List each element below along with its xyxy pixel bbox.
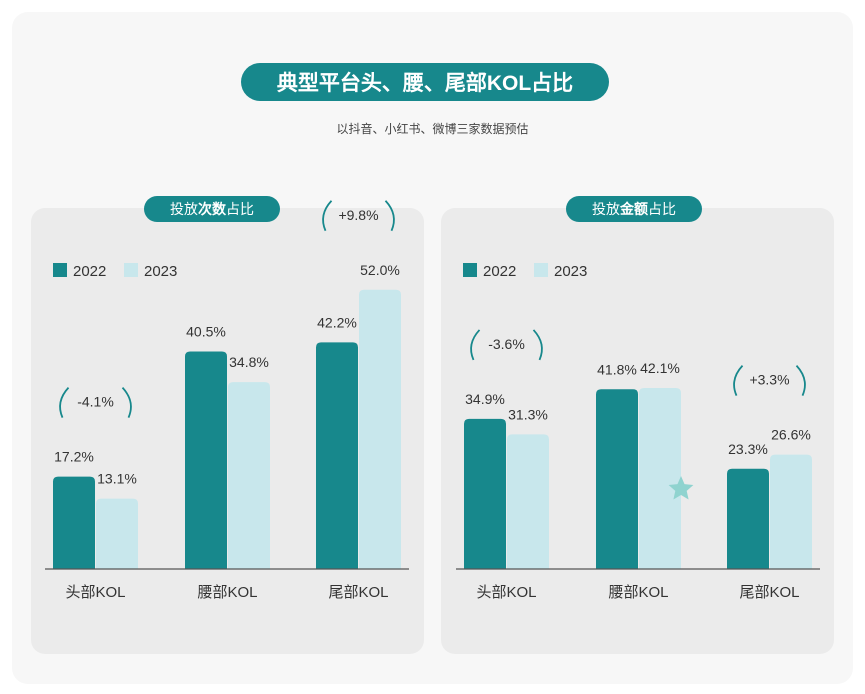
change-label-2: +9.8% xyxy=(338,207,378,223)
bar-2022-0 xyxy=(464,418,506,569)
change-bracket-right-2 xyxy=(384,200,395,232)
panel-title-amount-pre: 投放 xyxy=(592,201,620,217)
bar-2023-1 xyxy=(228,382,270,569)
value-label-2022-2: 42.2% xyxy=(317,314,357,330)
change-bracket-left-0 xyxy=(470,329,481,361)
change-bracket-right-0 xyxy=(121,387,132,418)
change-label-2: +3.3% xyxy=(749,372,789,388)
change-bracket-right-2 xyxy=(795,365,806,396)
change-bracket-left-2 xyxy=(733,365,744,396)
star-icon xyxy=(668,476,694,500)
panel-title-count-pre: 投放 xyxy=(170,201,198,217)
value-label-2022-0: 17.2% xyxy=(54,449,94,465)
bar-2022-0 xyxy=(53,476,95,569)
panel-title-count-post: 占比 xyxy=(226,201,254,217)
bar-2023-1 xyxy=(639,387,681,569)
value-label-2022-1: 40.5% xyxy=(186,324,226,340)
bar-2022-2 xyxy=(727,468,769,569)
value-label-2023-1: 42.1% xyxy=(640,360,680,376)
value-label-2023-0: 13.1% xyxy=(97,471,137,487)
bar-2022-2 xyxy=(316,342,358,569)
category-label-0: 头部KOL xyxy=(476,584,536,601)
value-label-2022-1: 41.8% xyxy=(597,361,637,377)
panel-title-amount-post: 占比 xyxy=(648,201,676,217)
category-label-0: 头部KOL xyxy=(65,584,125,601)
bar-2023-2 xyxy=(770,454,812,569)
change-bracket-left-2 xyxy=(322,200,333,232)
legend-swatch-2022 xyxy=(53,263,67,277)
change-label-0: -4.1% xyxy=(77,394,114,410)
value-label-2022-0: 34.9% xyxy=(465,391,505,407)
bar-2023-0 xyxy=(96,498,138,569)
legend-label-2023: 2023 xyxy=(144,263,177,280)
page-subtitle: 以抖音、小红书、微博三家数据预估 xyxy=(336,122,529,136)
category-label-1: 腰部KOL xyxy=(197,584,257,601)
change-bracket-right-0 xyxy=(532,329,543,361)
category-label-2: 尾部KOL xyxy=(328,584,388,601)
chart-panel-count xyxy=(31,208,424,654)
value-label-2023-0: 31.3% xyxy=(508,406,548,422)
value-label-2023-2: 52.0% xyxy=(360,262,400,278)
value-label-2023-1: 34.8% xyxy=(229,354,269,370)
legend-label-2023: 2023 xyxy=(554,263,587,280)
legend-swatch-2023 xyxy=(124,263,138,277)
bar-2023-2 xyxy=(359,289,401,569)
value-label-2023-2: 26.6% xyxy=(771,427,811,443)
change-bracket-left-0 xyxy=(59,387,70,418)
bar-2022-1 xyxy=(596,389,638,569)
legend-swatch-2022 xyxy=(463,263,477,277)
page-title: 典型平台头、腰、尾部KOL占比 xyxy=(241,63,609,101)
panel-title-count-bold: 次数 xyxy=(198,201,226,217)
panel-title-amount-bold: 金额 xyxy=(620,201,648,217)
legend-label-2022: 2022 xyxy=(73,263,106,280)
value-label-2022-2: 23.3% xyxy=(728,441,768,457)
panel-title-amount: 投放 金额 占比 xyxy=(566,196,702,222)
legend-swatch-2023 xyxy=(534,263,548,277)
category-label-2: 尾部KOL xyxy=(739,584,799,601)
bar-2022-1 xyxy=(185,351,227,569)
legend-label-2022: 2022 xyxy=(483,263,516,280)
change-label-0: -3.6% xyxy=(488,336,525,352)
bar-2023-0 xyxy=(507,434,549,569)
panel-title-count: 投放 次数 占比 xyxy=(144,196,280,222)
category-label-1: 腰部KOL xyxy=(608,584,668,601)
